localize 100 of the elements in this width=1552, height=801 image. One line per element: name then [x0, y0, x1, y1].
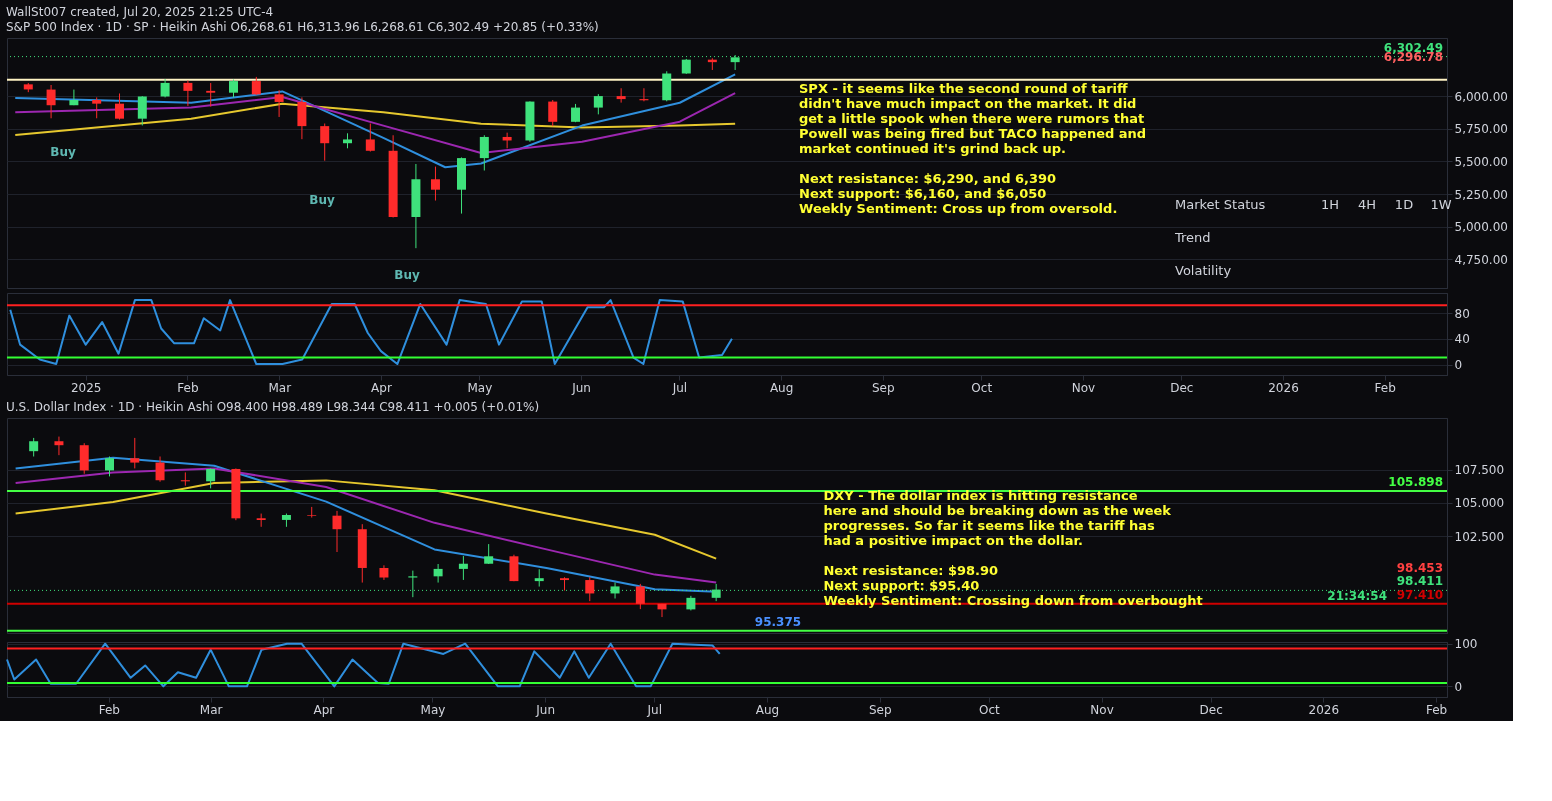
text: Market Status	[1175, 197, 1266, 212]
y-tick-label: 0	[1454, 679, 1463, 694]
line-series	[6, 642, 721, 688]
x-tick-label: Feb	[177, 380, 199, 395]
x-tick-label: Mar	[268, 380, 292, 395]
y-tick-label: 0	[1454, 358, 1463, 373]
x-tick-label: Nov	[1071, 380, 1096, 395]
annotation: 95.375	[754, 615, 802, 629]
x-tick-label: Mar	[199, 702, 223, 717]
candlestick	[585, 576, 595, 602]
annotation: Buy	[394, 268, 420, 282]
y-tick-label: 40	[1454, 332, 1470, 347]
ref-line-label: 6,302.49	[1383, 40, 1443, 55]
x-tick-label: 2025	[70, 380, 102, 395]
annotation: DXY - The dollar index is hitting resistance here and should be breaking down as the week progresses. So far it seems like the tariff has had a positive impact on the dollar.	[823, 488, 1172, 548]
chart-subtitle: S&P 500 Index · 1D · SP · Heikin Ashi O6,268.61 H6,313.96 L6,268.61 C6,302.49 +20.85 (+0.33%)	[6, 20, 599, 34]
x-tick-label: 2026	[1308, 702, 1340, 717]
candlestick	[46, 84, 56, 119]
x-tick-label: Jul	[646, 702, 663, 717]
candlestick	[180, 471, 190, 487]
y-tick-label: 107.500	[1454, 463, 1505, 478]
y-tick-label: 102.500	[1454, 529, 1505, 544]
x-tick-label: Aug	[755, 702, 780, 717]
category-label: 1H	[1320, 197, 1340, 212]
category-label: Trend	[1175, 230, 1211, 245]
candlestick	[484, 543, 494, 565]
y-tick-label: 5,250.00	[1454, 187, 1508, 202]
x-tick-label: Nov	[1090, 702, 1114, 717]
ref-line-label: 98.411	[1396, 574, 1443, 589]
y-tick-label: 4,750.00	[1454, 252, 1508, 267]
x-tick-label: May	[467, 380, 493, 395]
y-tick-label: 5,000.00	[1454, 220, 1508, 235]
x-tick-label: Apr	[313, 702, 335, 717]
candlestick	[616, 87, 626, 104]
x-tick-label: Sep	[872, 380, 895, 395]
candlestick	[307, 506, 317, 519]
candlestick	[479, 134, 489, 172]
annotation: Buy	[50, 145, 76, 159]
y-tick-label: 80	[1454, 306, 1470, 321]
candlestick	[635, 583, 645, 610]
y-tick-label: 105.000	[1454, 496, 1505, 511]
candlestick	[206, 82, 216, 108]
annotation: 21:34:54	[1327, 589, 1387, 603]
ref-line-label: 105.898	[1388, 475, 1443, 490]
x-tick-label: Oct	[978, 702, 1000, 717]
x-tick-label: Sep	[868, 702, 892, 717]
category-label: 1W	[1430, 197, 1452, 212]
category-label: 1D	[1394, 197, 1414, 212]
candlestick	[320, 123, 330, 162]
x-tick-label: Oct	[971, 380, 993, 395]
y-tick-label: 5,500.00	[1454, 154, 1508, 169]
candlestick	[29, 437, 39, 457]
y-tick-label: 6,000.00	[1454, 89, 1508, 104]
line-series	[9, 299, 733, 366]
candlestick	[137, 95, 147, 126]
annotation: Next support: $95.40	[823, 578, 980, 593]
candlestick	[155, 455, 165, 483]
candlestick	[274, 89, 284, 118]
candlestick	[160, 78, 170, 98]
x-tick-label: Apr	[371, 380, 392, 395]
candlestick	[332, 510, 342, 553]
candlestick	[92, 96, 102, 119]
x-tick-label: May	[420, 702, 446, 717]
candlestick	[365, 123, 375, 153]
category-label: Volatility	[1175, 263, 1232, 278]
x-tick-label: 2026	[1268, 380, 1299, 395]
annotation: 98.453	[1396, 561, 1443, 575]
line-series	[14, 73, 737, 169]
x-tick-label: Feb	[98, 702, 120, 717]
x-tick-label: Feb	[1425, 702, 1448, 717]
category-label: 4H	[1357, 197, 1377, 212]
chart-title: U.S. Dollar Index · 1D · Heikin Ashi O98.400 H98.489 L98.344 C98.411 +0.005 (+0.01%)	[6, 400, 540, 414]
candlestick	[657, 603, 667, 618]
x-tick-label: Jun	[535, 702, 556, 717]
candlestick	[54, 436, 64, 456]
candlestick	[183, 79, 193, 107]
candlestick	[130, 437, 140, 469]
x-tick-label: Jul	[671, 380, 688, 395]
annotation: Next resistance: $98.90	[823, 563, 999, 578]
candlestick	[548, 99, 558, 127]
candlestick	[430, 166, 440, 202]
annotation: Buy	[309, 193, 335, 207]
candlestick	[114, 92, 124, 121]
y-tick-label: 100	[1454, 637, 1478, 652]
x-tick-label: Jun	[571, 380, 591, 395]
candlestick	[560, 576, 569, 592]
x-tick-label: Dec	[1199, 702, 1223, 717]
candlestick	[69, 89, 79, 106]
annotation: Next support: $6,160, and $6,050	[799, 186, 1047, 201]
annotation: Weekly Sentiment: Cross up from oversold.	[799, 201, 1118, 216]
candlestick	[433, 563, 443, 584]
candlestick	[593, 93, 603, 115]
x-tick-label: Aug	[769, 380, 794, 395]
chart-title: WallSt007 created, Jul 20, 2025 21:25 UTC-4	[6, 5, 274, 19]
annotation: SPX - it seems like the second round of tariff didn't have much impact on the market. It did get a little spook when there were rumors that Powell was being fired but TACO happened and market continued it's grind back up.	[799, 81, 1147, 156]
ref-line-label: 97.410	[1396, 587, 1443, 602]
candlestick	[206, 467, 216, 489]
annotation: Next resistance: $6,290, and 6,390	[799, 171, 1057, 186]
y-tick-label: 5,750.00	[1454, 122, 1508, 137]
candlestick	[458, 555, 468, 581]
